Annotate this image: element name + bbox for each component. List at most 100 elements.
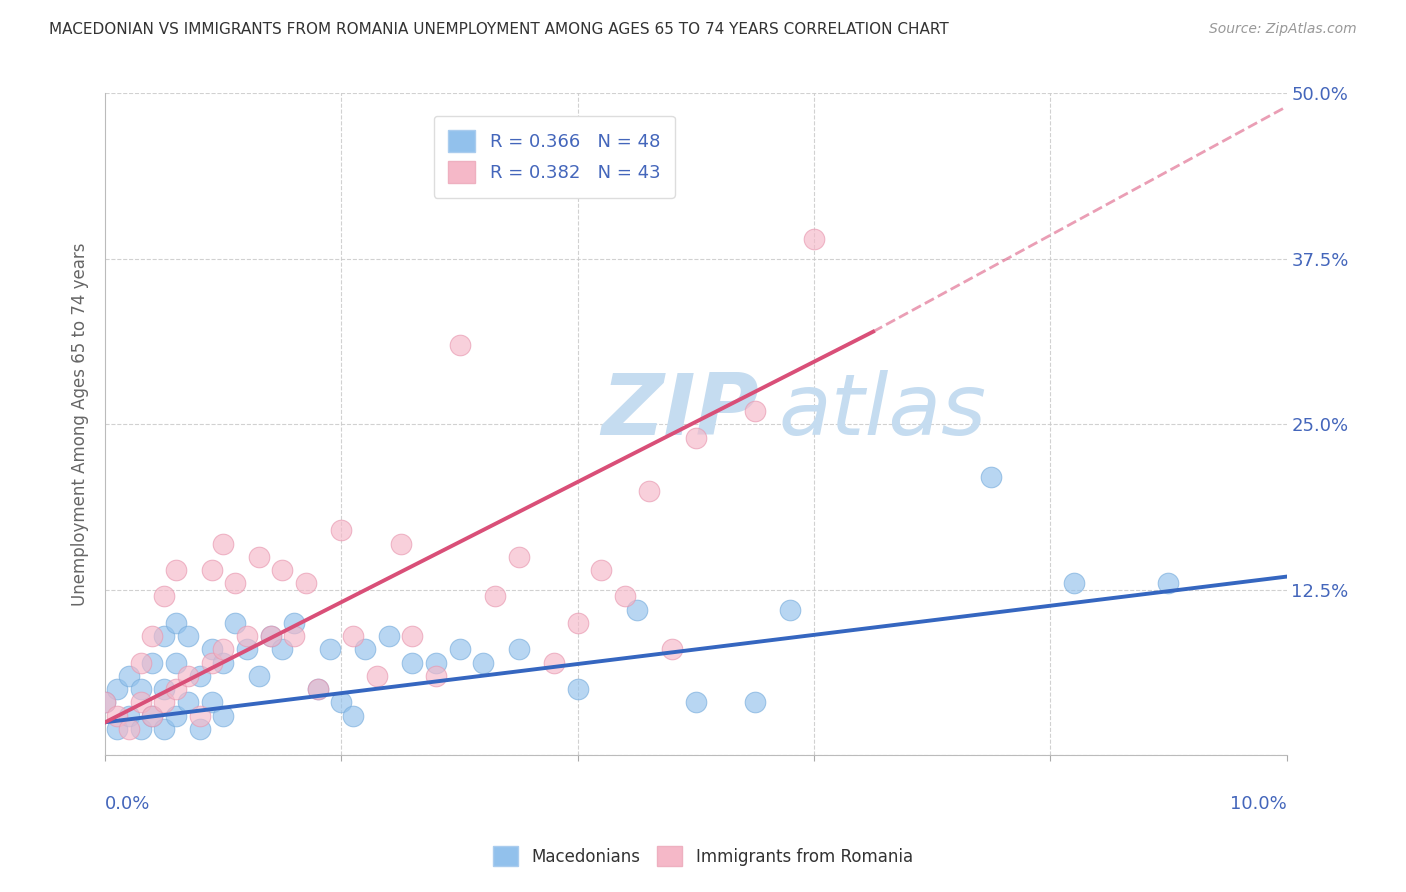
Point — [212, 708, 235, 723]
Point — [449, 338, 471, 352]
Point — [307, 682, 329, 697]
Point — [165, 615, 187, 630]
Point — [153, 590, 176, 604]
Point — [425, 669, 447, 683]
Point — [614, 590, 637, 604]
Legend: R = 0.366   N = 48, R = 0.382   N = 43: R = 0.366 N = 48, R = 0.382 N = 43 — [433, 116, 675, 198]
Point — [236, 642, 259, 657]
Point — [1063, 576, 1085, 591]
Text: ZIP: ZIP — [602, 369, 759, 452]
Point — [377, 629, 399, 643]
Point — [401, 656, 423, 670]
Point — [508, 642, 530, 657]
Point — [342, 708, 364, 723]
Point — [779, 603, 801, 617]
Point — [567, 682, 589, 697]
Text: atlas: atlas — [779, 369, 987, 452]
Point — [543, 656, 565, 670]
Legend: Macedonians, Immigrants from Romania: Macedonians, Immigrants from Romania — [485, 838, 921, 875]
Point — [212, 642, 235, 657]
Point — [200, 563, 222, 577]
Text: 10.0%: 10.0% — [1230, 795, 1286, 814]
Point — [342, 629, 364, 643]
Point — [744, 695, 766, 709]
Point — [141, 708, 163, 723]
Point — [980, 470, 1002, 484]
Point — [141, 708, 163, 723]
Point — [1157, 576, 1180, 591]
Point — [153, 722, 176, 736]
Point — [259, 629, 281, 643]
Point — [153, 629, 176, 643]
Point — [591, 563, 613, 577]
Point — [307, 682, 329, 697]
Point — [105, 682, 128, 697]
Point — [188, 669, 211, 683]
Point — [626, 603, 648, 617]
Point — [224, 615, 246, 630]
Point — [200, 656, 222, 670]
Point — [129, 695, 152, 709]
Point — [105, 722, 128, 736]
Point — [567, 615, 589, 630]
Point — [484, 590, 506, 604]
Point — [105, 708, 128, 723]
Point — [129, 656, 152, 670]
Point — [247, 669, 270, 683]
Point — [449, 642, 471, 657]
Point — [283, 615, 305, 630]
Point — [318, 642, 340, 657]
Point — [129, 722, 152, 736]
Point — [330, 695, 353, 709]
Point — [200, 642, 222, 657]
Point — [236, 629, 259, 643]
Text: Source: ZipAtlas.com: Source: ZipAtlas.com — [1209, 22, 1357, 37]
Point — [200, 695, 222, 709]
Point — [141, 656, 163, 670]
Point — [401, 629, 423, 643]
Point — [141, 629, 163, 643]
Point — [803, 232, 825, 246]
Point — [637, 483, 659, 498]
Text: MACEDONIAN VS IMMIGRANTS FROM ROMANIA UNEMPLOYMENT AMONG AGES 65 TO 74 YEARS COR: MACEDONIAN VS IMMIGRANTS FROM ROMANIA UN… — [49, 22, 949, 37]
Point — [212, 656, 235, 670]
Point — [472, 656, 495, 670]
Point — [271, 563, 294, 577]
Point — [188, 708, 211, 723]
Point — [165, 708, 187, 723]
Point — [165, 656, 187, 670]
Point — [118, 722, 141, 736]
Point — [744, 404, 766, 418]
Point — [685, 431, 707, 445]
Point — [212, 536, 235, 550]
Point — [224, 576, 246, 591]
Point — [295, 576, 318, 591]
Point — [247, 549, 270, 564]
Point — [165, 563, 187, 577]
Point — [94, 695, 117, 709]
Point — [129, 682, 152, 697]
Point — [366, 669, 388, 683]
Y-axis label: Unemployment Among Ages 65 to 74 years: Unemployment Among Ages 65 to 74 years — [72, 243, 89, 606]
Point — [177, 629, 200, 643]
Point — [354, 642, 377, 657]
Point — [188, 722, 211, 736]
Text: 0.0%: 0.0% — [105, 795, 150, 814]
Point — [165, 682, 187, 697]
Point — [259, 629, 281, 643]
Point — [177, 695, 200, 709]
Point — [118, 669, 141, 683]
Point — [661, 642, 683, 657]
Point — [118, 708, 141, 723]
Point — [153, 695, 176, 709]
Point — [685, 695, 707, 709]
Point — [153, 682, 176, 697]
Point — [271, 642, 294, 657]
Point — [177, 669, 200, 683]
Point — [283, 629, 305, 643]
Point — [425, 656, 447, 670]
Point — [508, 549, 530, 564]
Point — [94, 695, 117, 709]
Point — [389, 536, 412, 550]
Point — [330, 523, 353, 537]
